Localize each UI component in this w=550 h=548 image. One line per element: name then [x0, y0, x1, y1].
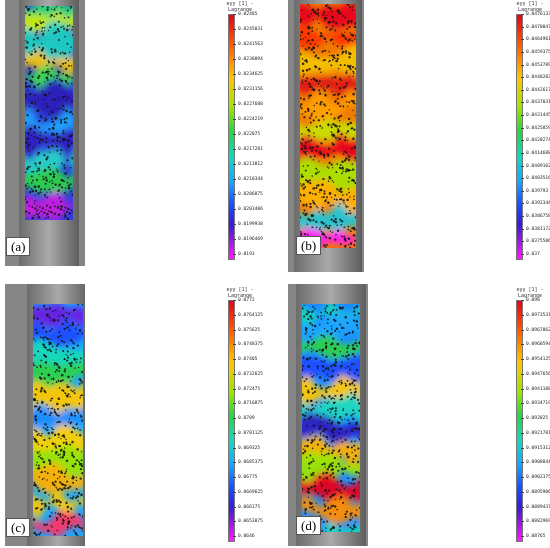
colorbar-tick-label: 0.0199938: [233, 222, 263, 227]
legend-title-d: eyy [1] - Lagrange: [516, 287, 544, 299]
colorbar-d: [516, 300, 523, 542]
colorbar-a: [228, 14, 235, 260]
panel-label-b: (b): [296, 236, 322, 255]
colorbar-tick-label: 0.0459375: [521, 49, 550, 55]
colorbar-tick-label: 0.0967062: [521, 327, 550, 333]
colorbar-tick-label: 0.0701125: [233, 430, 263, 436]
strain-field-a: [5, 0, 85, 266]
colorbar-tick-label: 0.0442617: [521, 87, 550, 93]
colorbar-tick-label: 0.0716875: [233, 401, 263, 407]
colorbar-c: [228, 300, 235, 542]
colorbar-tick-label: 0.0915312: [521, 445, 550, 451]
colorbar-tick-label: 0.0653875: [233, 519, 263, 525]
colorbar-tick-label: 0.0895906: [521, 489, 550, 495]
colorbar-tick-label: 0.0908844: [521, 460, 550, 466]
colorbar-tick-label: 0.069325: [232, 445, 261, 451]
colorbar-tick-label: 0.0464961: [521, 37, 550, 43]
colorbar-tick-label: 0.0448203: [521, 75, 550, 81]
specimen-photo-a: [5, 0, 85, 266]
colorbar-tick-label: 0.0217281: [233, 147, 263, 152]
colorbar-tick-label: 0.0470047: [521, 24, 550, 30]
colorbar-tick-label: 0.075625: [232, 327, 261, 333]
panel-label-d: (d): [296, 516, 322, 535]
colorbar-tick-label: 0.0227688: [233, 102, 263, 107]
colorbar-tick-label: 0.066175: [232, 504, 261, 510]
panel-label-c: (c): [6, 518, 31, 537]
colorbar-b: [516, 14, 523, 260]
colorbar-tick-label: 0.0772: [233, 298, 255, 303]
colorbar-tick-label: 0.0375586: [521, 239, 550, 245]
colorbar-tick-label: 0.0764125: [233, 312, 263, 318]
colorbar-tick-label: 0.0882969: [521, 519, 550, 525]
colorbar-tick-label: 0.0224219: [233, 117, 263, 122]
colorbar-tick-label: 0.0748375: [233, 342, 263, 348]
panel-c: (c) eyy [1] - Lagrange 0.0772 0.0764125 0.…: [0, 274, 275, 548]
panel-label-a: (a): [6, 237, 31, 256]
panel-a: (a) eyy [1] - Lagrange 0.02485 0.0245031 0…: [0, 0, 275, 274]
colorbar-tick-label: 0.0437031: [521, 100, 550, 106]
colorbar-tick-label: 0.0238094: [233, 57, 263, 62]
colorbar-tick-label: 0.0973531: [521, 312, 550, 318]
colorbar-tick-label: 0.072475: [232, 386, 261, 392]
colorbar-tick-label: 0.092825: [520, 416, 549, 421]
colorbar-tick-label: 0.0954125: [521, 357, 550, 362]
colorbar-tick-label: 0.0947656: [521, 371, 550, 377]
colorbar-tick-label: 0.0476133: [521, 12, 550, 17]
colorbar-tick-label: 0.07405: [232, 357, 258, 362]
colorbar-tick-label: 0.0431445: [521, 113, 550, 119]
colorbar-tick-label: 0.0409102: [521, 163, 550, 169]
colorbar-tick-label: 0.0210344: [233, 177, 263, 182]
colorbar-tick-label: 0.0902375: [521, 475, 550, 480]
colorbar-tick-label: 0.0241563: [233, 42, 263, 47]
specimen-photo-b: [288, 0, 364, 272]
colorbar-tick-label: 0.0392344: [521, 201, 550, 207]
colorbar-tick-label: 0.039793: [520, 188, 549, 194]
colorbar-tick-label: 0.0403516: [521, 176, 550, 182]
colorbar-tick-label: 0.0234625: [233, 72, 263, 77]
colorbar-tick-label: 0.022075: [232, 132, 261, 137]
colorbar-tick-label: 0.0685375: [233, 460, 263, 466]
panel-d: (d) eyy [1] - Lagrange 0.098 0.0973531 0.0…: [275, 274, 550, 548]
colorbar-tick-label: 0.0889437: [521, 504, 550, 510]
strain-field-b: [288, 0, 364, 272]
colorbar-tick-label: 0.0213812: [233, 162, 263, 167]
colorbar-tick-label: 0.0206875: [233, 192, 263, 197]
colorbar-tick-label: 0.0453789: [521, 62, 550, 68]
colorbar-tick-label: 0.0245031: [233, 27, 263, 32]
colorbar-tick-label: 0.098: [521, 298, 540, 303]
colorbar-tick-label: 0.0709: [233, 416, 255, 421]
colorbar-tick-label: 0.0381172: [521, 226, 550, 232]
colorbar-tick-label: 0.0414688: [521, 150, 550, 156]
panel-b: (b) eyy [1] - Lagrange 0.0476133 0.047004…: [275, 0, 550, 274]
specimen-photo-d: [288, 284, 368, 546]
colorbar-tick-label: 0.02485: [232, 12, 258, 17]
colorbar-tick-label: 0.0669625: [233, 489, 263, 495]
colorbar-tick-label: 0.0960594: [521, 342, 550, 348]
colorbar-tick-label: 0.0425859: [521, 125, 550, 131]
strain-field-d: [288, 284, 368, 546]
colorbar-tick-label: 0.0934719: [521, 401, 550, 407]
legend-title-c: eyy [1] - Lagrange: [226, 287, 254, 299]
strain-field-c: [5, 284, 85, 546]
colorbar-tick-label: 0.0646: [233, 534, 255, 539]
colorbar-tick-label: 0.0732625: [233, 371, 263, 377]
specimen-photo-c: [5, 284, 85, 546]
legend-title-b: eyy [1] - Lagrange: [516, 1, 544, 13]
colorbar-tick-label: 0.0193: [233, 252, 255, 257]
colorbar-tick-label: 0.06775: [232, 475, 258, 480]
colorbar-tick-label: 0.08765: [520, 534, 546, 539]
colorbar-tick-label: 0.0203406: [233, 207, 263, 212]
colorbar-tick-label: 0.0941188: [521, 386, 550, 392]
colorbar-tick-label: 0.0231156: [233, 87, 263, 92]
colorbar-tick-label: 0.0386758: [521, 214, 550, 220]
legend-title-a: eyy [1] - Lagrange: [226, 1, 254, 13]
colorbar-tick-label: 0.0921781: [521, 430, 550, 436]
colorbar-tick-label: 0.0196469: [233, 237, 263, 242]
colorbar-tick-label: 0.037: [521, 252, 540, 257]
colorbar-tick-label: 0.0420274: [521, 138, 550, 144]
